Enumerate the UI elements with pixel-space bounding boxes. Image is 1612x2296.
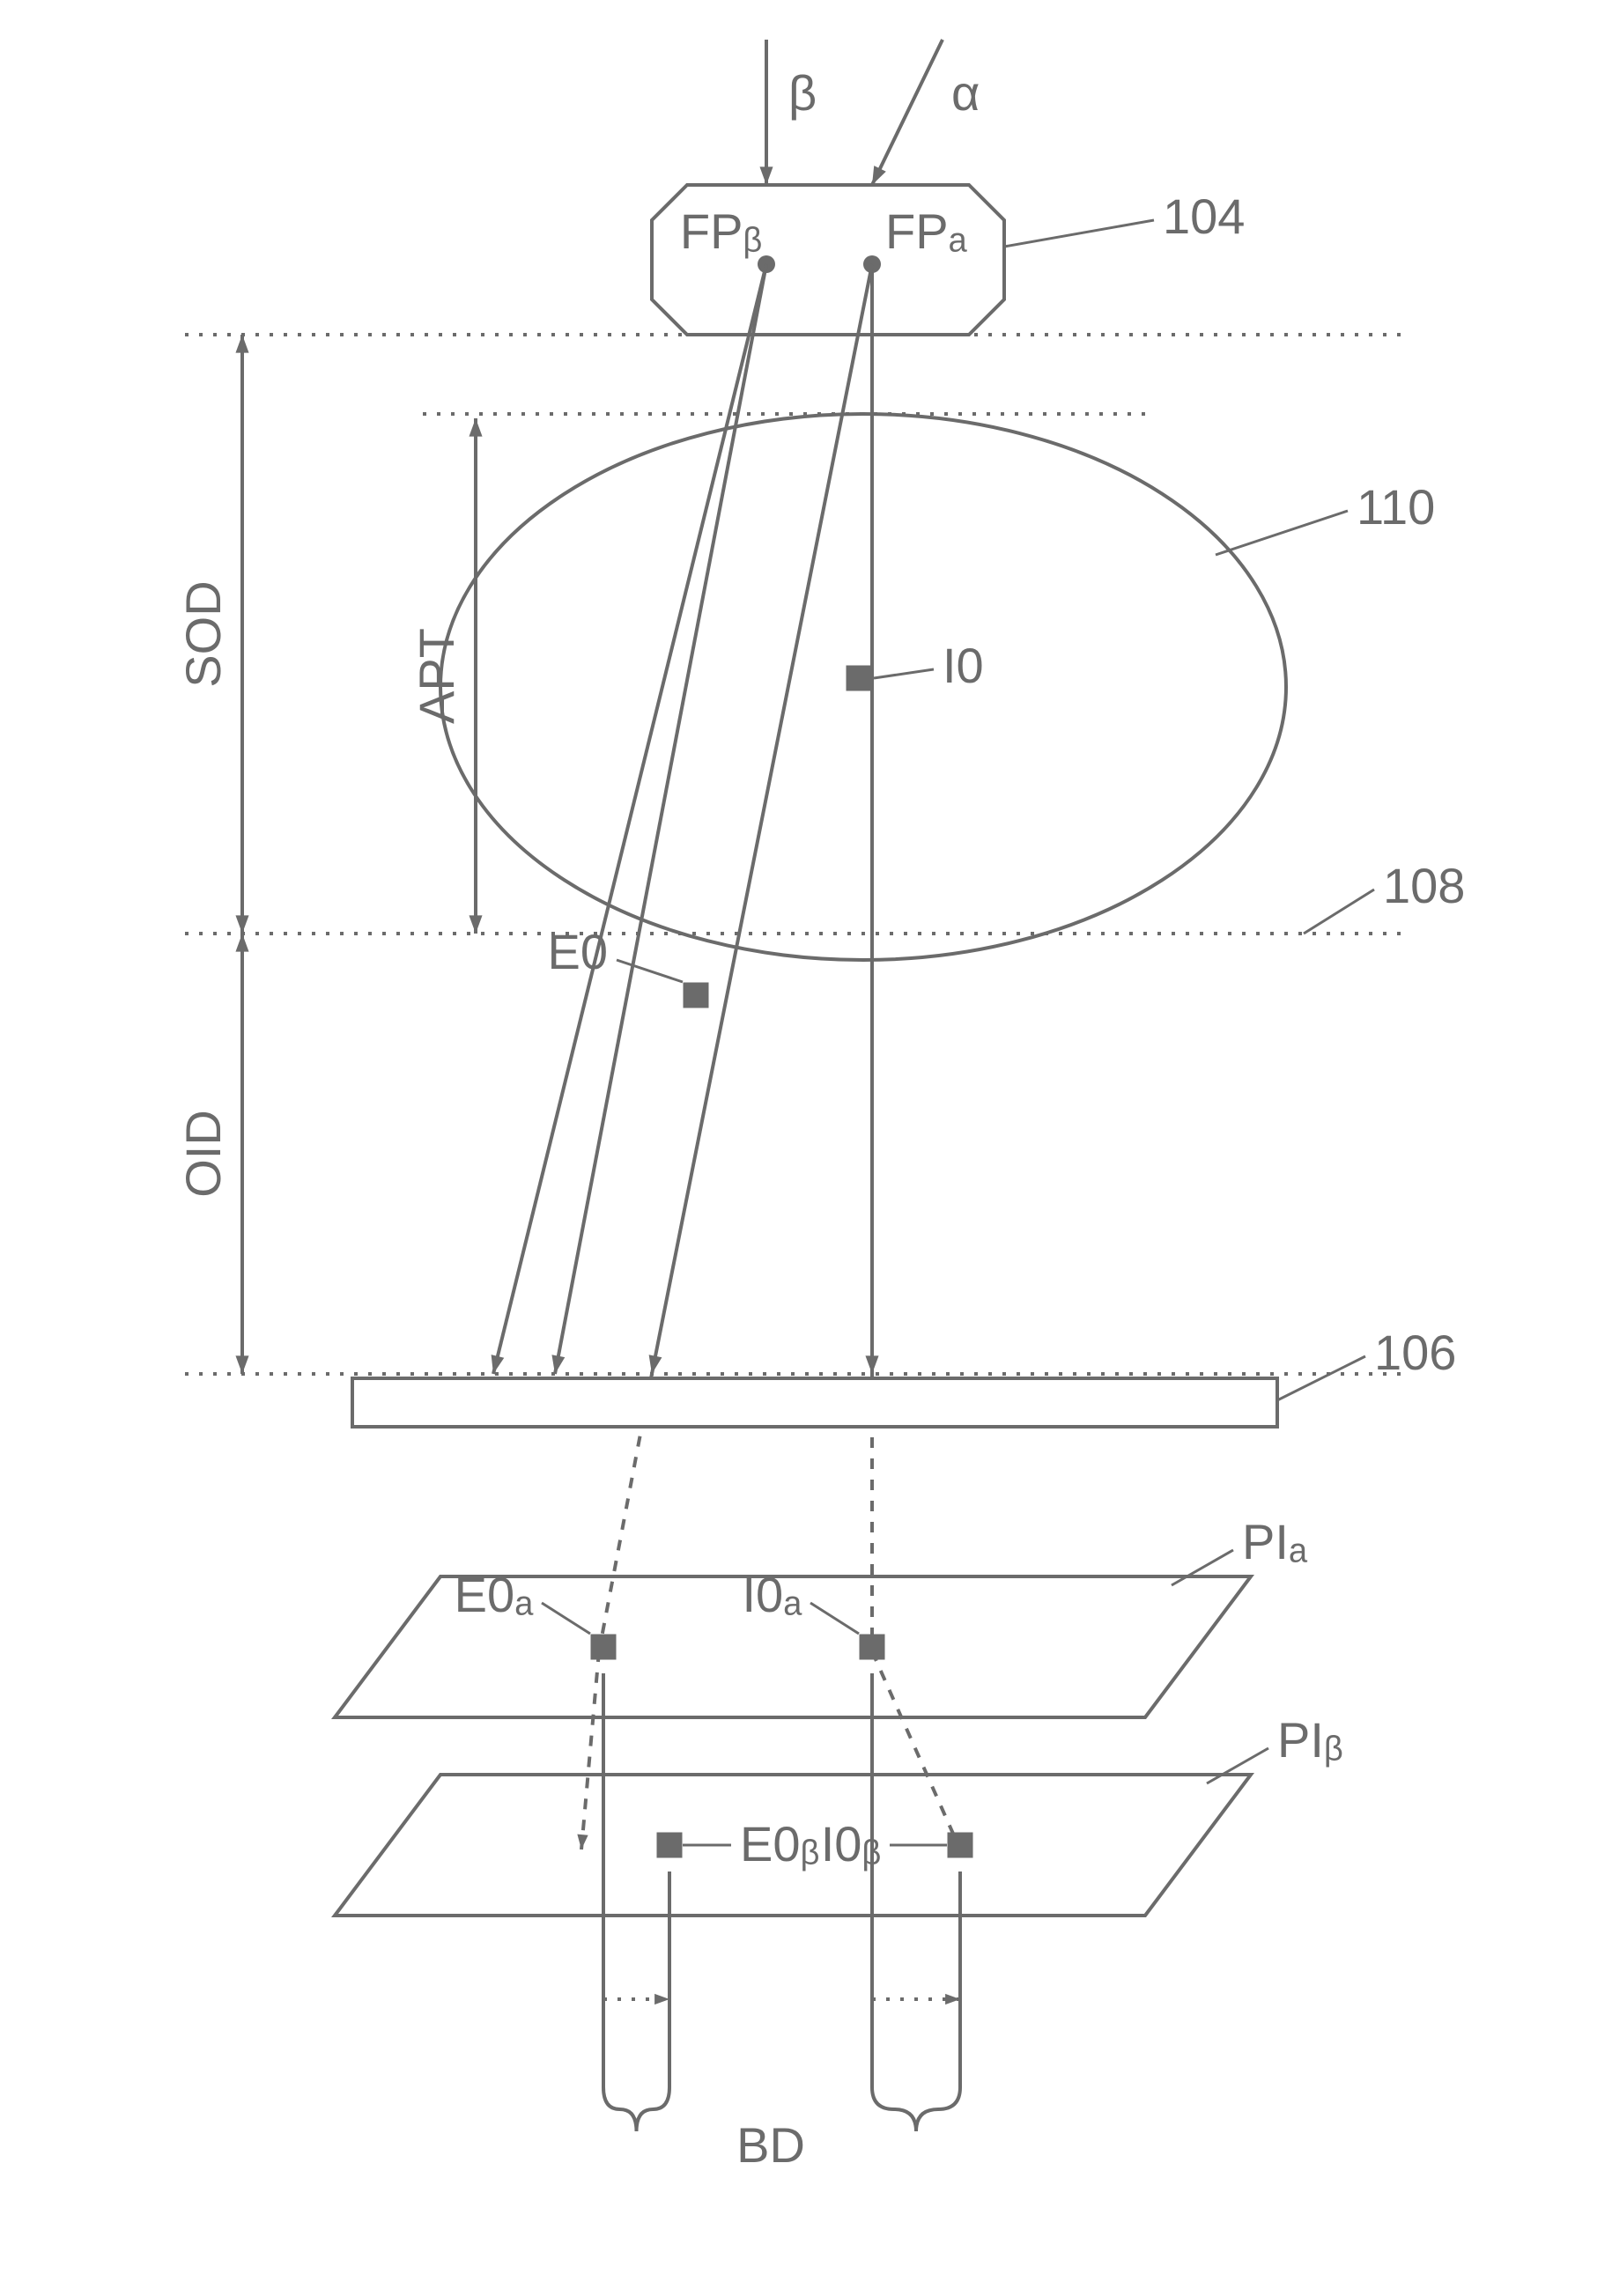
svg-text:PIₐ: PIₐ <box>1242 1514 1308 1569</box>
svg-text:I0: I0 <box>943 638 984 693</box>
svg-text:α: α <box>951 65 980 121</box>
svg-text:E0ᵦ: E0ᵦ <box>740 1816 819 1871</box>
svg-text:108: 108 <box>1383 858 1465 913</box>
svg-text:APT: APT <box>409 628 464 724</box>
svg-text:110: 110 <box>1357 479 1435 535</box>
svg-text:OID: OID <box>175 1110 231 1198</box>
svg-text:E0: E0 <box>548 924 609 979</box>
svg-text:I0ₐ: I0ₐ <box>742 1567 802 1622</box>
svg-text:SOD: SOD <box>175 580 231 687</box>
svg-text:BD: BD <box>736 2117 805 2173</box>
svg-text:104: 104 <box>1163 188 1245 244</box>
svg-text:FPᵦ: FPᵦ <box>680 203 762 259</box>
svg-text:PIᵦ: PIᵦ <box>1277 1712 1342 1768</box>
detector <box>352 1378 1277 1427</box>
svg-text:106: 106 <box>1374 1325 1456 1380</box>
svg-text:β: β <box>788 65 817 121</box>
svg-text:E0ₐ: E0ₐ <box>455 1567 534 1622</box>
svg-text:FPₐ: FPₐ <box>885 203 968 259</box>
